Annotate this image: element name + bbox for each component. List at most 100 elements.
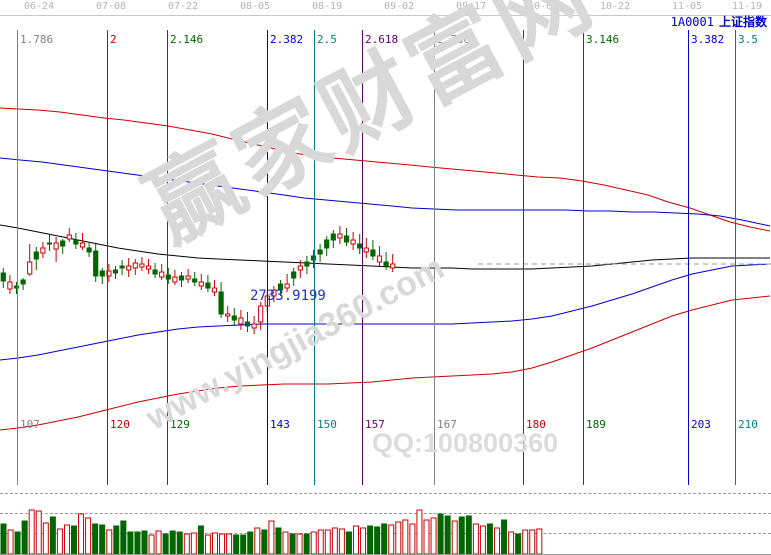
fib-vline[interactable] (434, 30, 435, 485)
volume-bar (303, 533, 310, 555)
candle (99, 268, 105, 284)
volume-bar (501, 519, 508, 555)
volume-bar (409, 523, 416, 555)
candle (238, 310, 244, 330)
candle (66, 228, 72, 242)
candle (251, 316, 257, 334)
fib-count-label: 107 (20, 418, 40, 431)
volume-bar (240, 534, 247, 555)
fib-vline[interactable] (688, 30, 689, 485)
candle (112, 266, 119, 279)
volume-bar (367, 525, 374, 555)
axis-separator (0, 15, 771, 16)
center-black-line (0, 224, 770, 270)
fib-count-label: 143 (270, 418, 290, 431)
fib-vline[interactable] (314, 30, 315, 485)
fib-vline[interactable] (583, 30, 584, 485)
fib-ratio-label: 2.786 (437, 33, 471, 46)
volume-gridline-top (0, 493, 771, 494)
date-tick: 11-05 (672, 1, 703, 12)
volume-bar (289, 533, 296, 555)
fib-ratio-label: 2.382 (270, 33, 304, 46)
volume-bar (219, 533, 226, 555)
volume-bar (162, 533, 169, 555)
fib-ratio-label: 2 (110, 33, 117, 46)
volume-bar (190, 532, 197, 555)
volume-bar (78, 513, 85, 555)
volume-bar (430, 517, 437, 555)
candlestick-layer (0, 226, 396, 334)
volume-bar (508, 531, 515, 555)
fib-vline[interactable] (267, 30, 268, 485)
date-tick: 08-05 (240, 1, 271, 12)
fib-count-label: 120 (110, 418, 130, 431)
fib-ratio-label: 3.382 (691, 33, 725, 46)
volume-bar (353, 525, 359, 555)
volume-bar (176, 531, 183, 555)
fib-vline[interactable] (167, 30, 168, 485)
volume-bar (451, 520, 458, 555)
volume-bar (310, 531, 317, 555)
fib-vline[interactable] (107, 30, 108, 485)
candle (159, 264, 165, 280)
volume-bar (197, 525, 204, 555)
volume-bar (233, 534, 240, 555)
date-tick: 09-02 (384, 1, 415, 12)
volume-bar (49, 516, 56, 555)
volume-bar (331, 527, 338, 555)
candle (53, 237, 59, 262)
volume-bar (63, 524, 70, 555)
volume-bar (0, 523, 7, 555)
volume-bar (388, 524, 395, 555)
candle (297, 260, 303, 278)
date-axis: 06-24 07-08 07-22 08-05 08-19 09-02 09-17 10-08… (0, 0, 771, 15)
candle (337, 226, 343, 244)
fib-count-label: 189 (586, 418, 606, 431)
candle (218, 282, 224, 318)
fib-count-label: 157 (365, 418, 385, 431)
volume-bar (169, 530, 176, 555)
volume-bar (204, 534, 211, 555)
price-pane[interactable]: 1.786 107 2 120 2.146 129 2.382 143 2.5 150 2.618 1… (0, 30, 771, 485)
volume-bar (254, 527, 261, 555)
candle (304, 256, 310, 274)
fib-count-label: 129 (170, 418, 190, 431)
fib-vline[interactable] (362, 30, 363, 485)
lower-blue-band (0, 263, 771, 361)
candle (363, 238, 369, 258)
volume-bar (360, 527, 367, 555)
volume-bar (134, 531, 141, 555)
upper-red-band (0, 107, 771, 232)
candle (324, 236, 330, 256)
fib-vline[interactable] (735, 30, 736, 485)
volume-bar (515, 533, 522, 555)
volume-bar (85, 517, 92, 555)
candle (370, 240, 376, 260)
fib-count-label: 210 (738, 418, 758, 431)
candle (172, 270, 178, 285)
date-tick: 07-08 (96, 1, 127, 12)
volume-bar (71, 525, 77, 555)
candle (383, 252, 389, 270)
date-tick: 10-22 (600, 1, 631, 12)
candle (178, 272, 185, 287)
fib-vline[interactable] (523, 30, 524, 485)
volume-bar (282, 531, 289, 555)
volume-bar (28, 509, 35, 555)
date-tick: 06-24 (24, 1, 55, 12)
date-tick: 10-08 (528, 1, 559, 12)
candle (317, 244, 323, 262)
candle (33, 247, 39, 270)
candle (132, 259, 138, 275)
volume-bar (416, 509, 423, 555)
candle (46, 235, 53, 251)
volume-bar (155, 530, 162, 555)
volume-bar (458, 516, 465, 555)
volume-bar (465, 515, 472, 555)
volume-bar (92, 523, 99, 555)
instrument-name: 上证指数 (718, 15, 767, 29)
price-tag: 2733.9199 (250, 288, 326, 304)
volume-pane[interactable] (0, 487, 771, 555)
fib-vline[interactable] (17, 30, 18, 485)
